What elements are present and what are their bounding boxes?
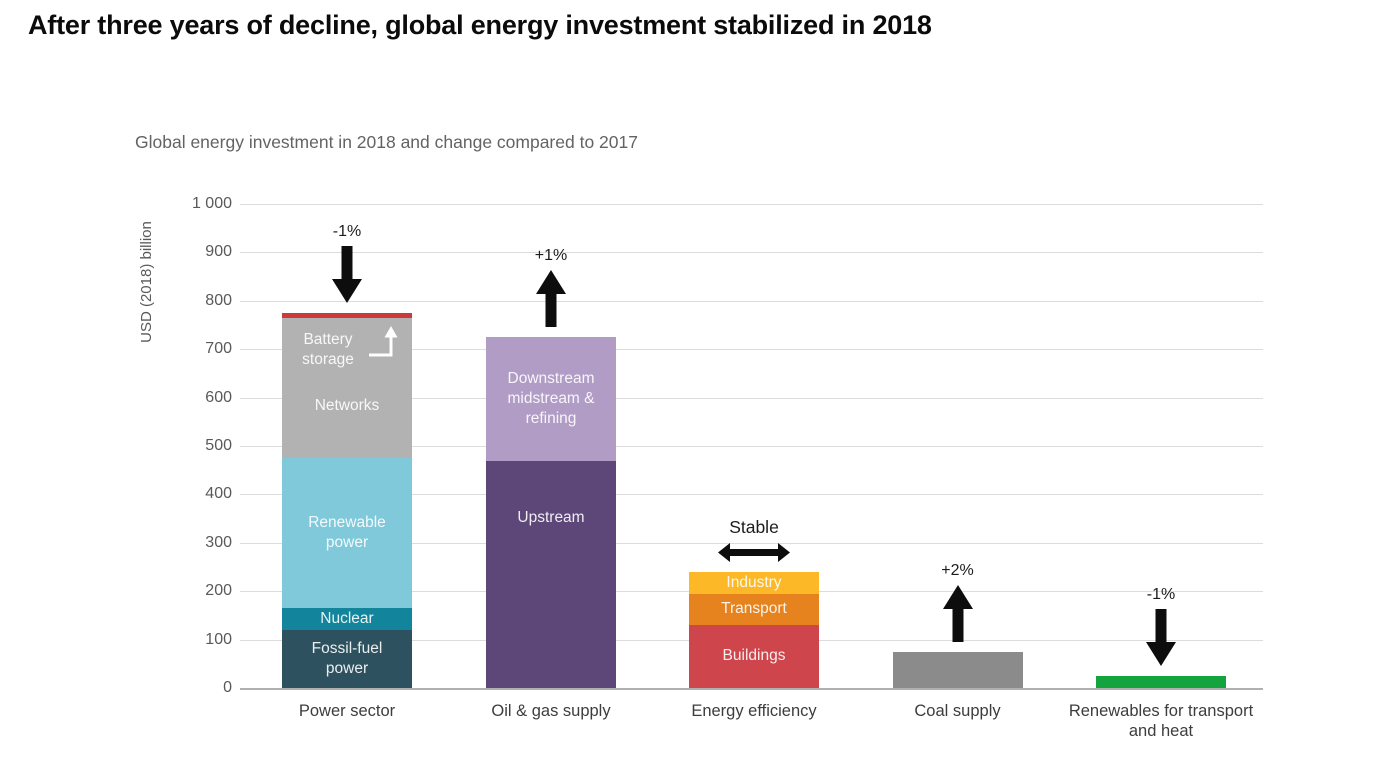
- category-label-coal-supply: Coal supply: [914, 702, 1001, 720]
- y-tick-label: 800: [205, 291, 232, 309]
- stable-arrow-icon: [718, 542, 790, 562]
- change-annotation-renewables-for-transport-and-heat: -1%: [1091, 586, 1231, 666]
- category-label-energy-efficiency: Energy efficiency: [691, 702, 817, 720]
- category-label-power-sector: Power sector: [298, 702, 396, 720]
- change-label: +1%: [534, 247, 568, 265]
- segment-fossil-fuel-power: Fossil-fuel power: [282, 629, 412, 688]
- change-label: -1%: [332, 222, 362, 240]
- segment-label: Downstream midstream & refining: [507, 369, 595, 427]
- gridline: [240, 397, 1263, 399]
- segment-renewables-for-transport-and-heat: [1096, 675, 1226, 688]
- change-annotation-power-sector: -1%: [277, 223, 417, 303]
- y-tick-label: 100: [205, 630, 232, 648]
- y-tick-label: 500: [205, 437, 232, 454]
- segment-transport: Transport: [689, 593, 819, 626]
- segment-industry: Industry: [689, 571, 819, 594]
- segment-renewable-power: Renewable power: [282, 458, 412, 609]
- y-tick-label: 1 000: [191, 195, 232, 212]
- bar-renewables-for-transport-and-heat: [1096, 675, 1226, 688]
- gridline: [240, 349, 1263, 351]
- y-tick-label: 300: [205, 533, 232, 551]
- segment-nuclear: Nuclear: [282, 608, 412, 630]
- segment-label: Fossil-fuel power: [311, 639, 383, 677]
- segment-label: Upstream: [517, 509, 585, 527]
- y-tick-label: 600: [205, 388, 232, 406]
- bar-coal-supply: [892, 651, 1023, 688]
- gridline: [240, 542, 1263, 544]
- change-label: -1%: [1146, 585, 1176, 603]
- y-tick-label: 0: [223, 679, 232, 696]
- segment-label: Buildings: [722, 647, 786, 665]
- segment-label: Transport: [721, 600, 787, 618]
- segment-label: Networks: [314, 396, 380, 414]
- chart-subtitle: Global energy investment in 2018 and cha…: [135, 132, 638, 152]
- segment-label: Nuclear: [320, 609, 374, 627]
- elbow-arrow-icon: [369, 325, 398, 357]
- change-label: +2%: [941, 561, 974, 579]
- bar-power-sector: Networks Battery storage Renewable power Nu…: [282, 312, 412, 688]
- gridline: [240, 494, 1263, 496]
- category-label-oil-gas-supply: Oil & gas supply: [491, 702, 611, 720]
- category-label-renewables-for-transport-and-heat: Renewables for transport and heat: [1068, 702, 1254, 740]
- y-tick-label: 400: [205, 485, 232, 503]
- y-tick-label: 200: [205, 582, 232, 600]
- down-arrow-icon: [1146, 608, 1176, 666]
- bar-oil-gas-supply: Downstream midstream & refining Upstream: [486, 337, 616, 688]
- up-arrow-icon: [942, 584, 973, 642]
- battery-storage-callout: Battery storage: [282, 325, 412, 370]
- bar-energy-efficiency: Industry Transport Buildings: [689, 571, 819, 688]
- change-annotation-coal-supply: +2%: [888, 562, 1028, 642]
- segment-buildings: Buildings: [689, 625, 819, 688]
- segment-downstream-midstream-refining: Downstream midstream & refining: [486, 337, 616, 461]
- segment-label: Renewable power: [308, 513, 386, 552]
- segment-networks: Networks Battery storage: [282, 317, 412, 459]
- gridline: [240, 204, 1263, 205]
- gridline: [240, 446, 1263, 447]
- gridline: [240, 300, 1263, 302]
- callout-label: Battery storage: [302, 330, 354, 368]
- down-arrow-icon: [332, 245, 362, 303]
- y-tick-label: 700: [205, 340, 232, 358]
- x-axis-baseline: [240, 688, 1263, 690]
- up-arrow-icon: [536, 270, 566, 328]
- change-annotation-energy-efficiency: Stable: [684, 517, 824, 562]
- y-tick-label: 900: [205, 243, 232, 261]
- segment-upstream: Upstream: [486, 460, 616, 688]
- change-annotation-oil-gas-supply: +1%: [481, 247, 621, 328]
- change-label: Stable: [729, 516, 779, 537]
- segment-battery-storage: [282, 312, 412, 318]
- gridline: [240, 252, 1263, 254]
- segment-label: Industry: [726, 573, 782, 591]
- segment-coal-supply: [892, 651, 1023, 688]
- page-title: After three years of decline, global ene…: [28, 10, 932, 40]
